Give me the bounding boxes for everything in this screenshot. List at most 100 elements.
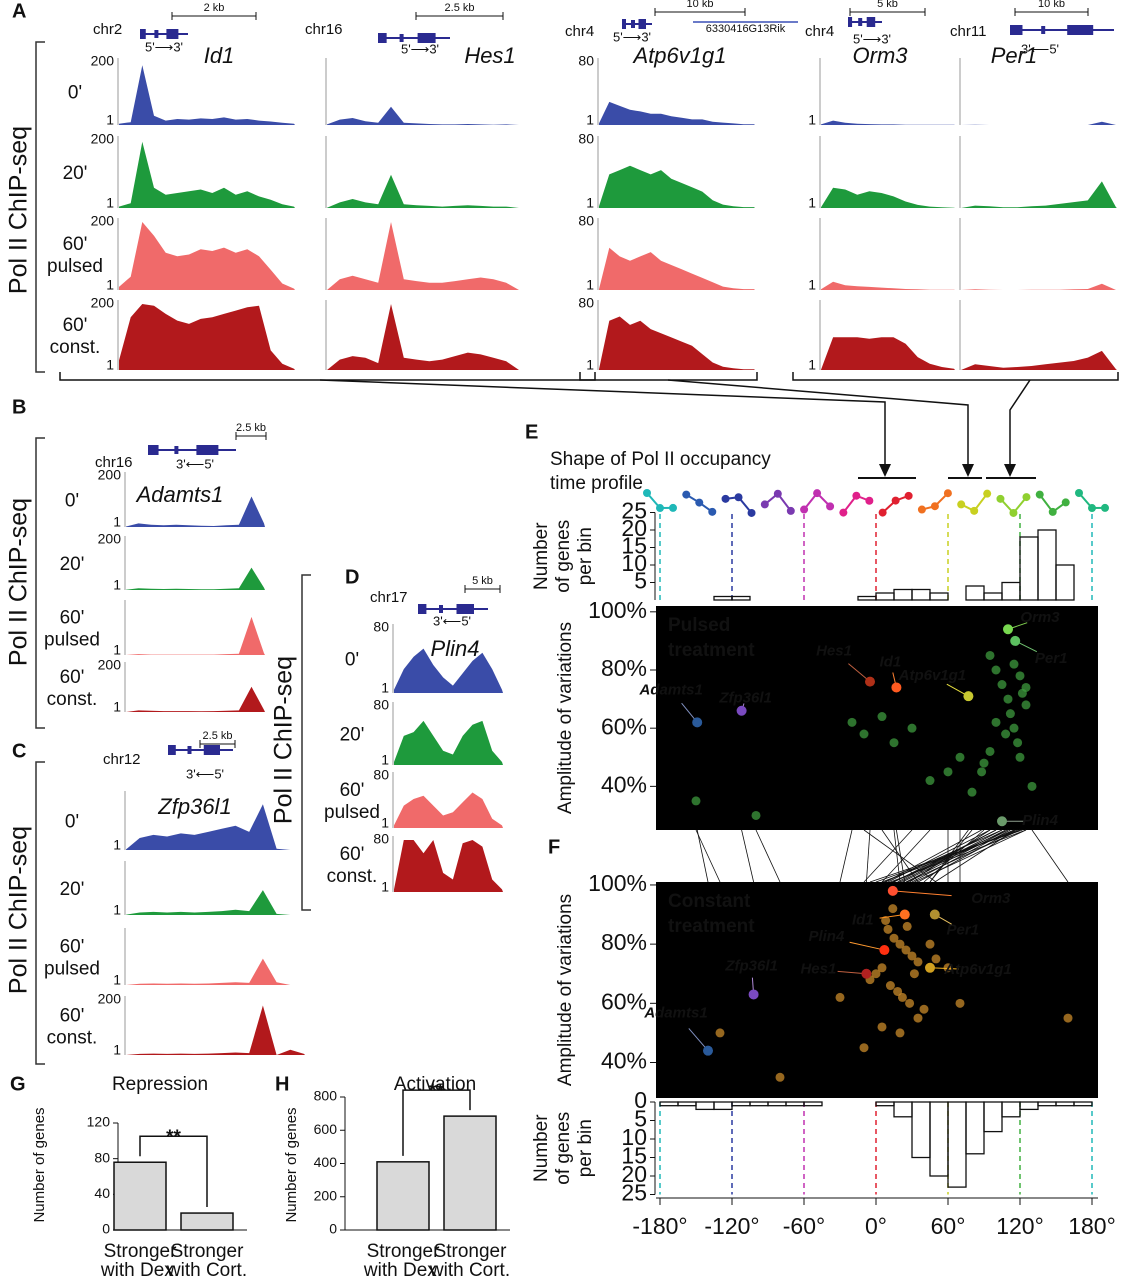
track-max: 80 (578, 213, 594, 229)
point-label: Id1 (880, 653, 902, 670)
histogram-bar (785, 1101, 805, 1107)
signal-track (119, 141, 295, 208)
track-max: 80 (373, 619, 389, 635)
histogram-bar (875, 1101, 895, 1107)
chromosome: chr16 (95, 454, 133, 471)
track-max: 200 (91, 131, 115, 147)
gene-name: Hes1 (464, 43, 515, 68)
y-tick-label: 20 (621, 1161, 647, 1187)
point (736, 705, 747, 716)
point (1003, 694, 1013, 704)
track-min: 1 (106, 357, 114, 373)
profile-dot (1061, 498, 1070, 507)
exon (638, 19, 646, 29)
pair-link (1031, 829, 1069, 883)
x-tick-label: Stronger (171, 1241, 245, 1262)
profile-dot (839, 508, 848, 517)
x-tick-label: with Cort. (166, 1260, 247, 1280)
track-min: 1 (106, 195, 114, 211)
signal-track (821, 120, 955, 125)
y-axis-label: Number of genes (31, 1107, 48, 1222)
signal-track (126, 616, 265, 655)
pair-link (881, 829, 931, 883)
bracket-a1 (59, 372, 596, 381)
signal-track (599, 316, 755, 370)
track-min: 1 (808, 195, 816, 211)
profile-dot (1101, 503, 1109, 512)
point-label: Zfp36l1 (718, 690, 772, 707)
point (877, 963, 887, 973)
gene-name: Id1 (204, 43, 235, 68)
y-axis-label: Number (531, 522, 552, 590)
profile-dot (1035, 490, 1044, 499)
gene-name: Adamts1 (135, 482, 224, 507)
histogram-bar (911, 1101, 931, 1159)
arrowhead (879, 464, 891, 477)
profile-dot (721, 494, 730, 503)
track-max: 80 (373, 697, 389, 713)
profile-dot (1022, 493, 1031, 502)
panel-title: Pulsed (668, 615, 730, 636)
track-min: 1 (113, 577, 121, 593)
point (1009, 659, 1019, 669)
bar (376, 1161, 430, 1231)
chromosome: chr17 (370, 589, 408, 606)
time-label: const. (47, 1028, 98, 1049)
histogram-bar (767, 1101, 787, 1107)
strand: 3'⟵5' (176, 456, 214, 471)
point (889, 738, 899, 748)
profile-dot (734, 493, 743, 502)
track-max: 200 (98, 531, 122, 547)
y-tick-label: 80% (601, 655, 647, 681)
signal-track (327, 304, 520, 370)
significance-bracket (139, 1135, 208, 1208)
scale-bar (199, 740, 236, 748)
point (895, 939, 905, 949)
y-tick-label: 40% (601, 771, 647, 797)
point-label: Orm3 (1020, 609, 1060, 626)
time-label: const. (327, 866, 378, 887)
y-axis-label: Amplitude of variations (555, 622, 576, 814)
histogram-bar (1001, 581, 1021, 601)
y-tick-label: 25 (621, 498, 647, 524)
track-max: 80 (578, 53, 594, 69)
point-label: Adamts1 (639, 681, 703, 698)
histogram-bar (677, 1101, 697, 1107)
signal-track (394, 840, 503, 892)
point (887, 885, 898, 896)
profile-dot (1075, 489, 1083, 497)
other-gene: 6330416G13Rik (706, 23, 786, 35)
significance-bracket (402, 1089, 471, 1156)
profile-dot (904, 491, 913, 500)
histogram-bar (695, 1101, 715, 1111)
histogram-bar (713, 1101, 733, 1111)
profile-dot (656, 504, 664, 513)
point (919, 1004, 929, 1014)
chromosome: chr4 (565, 23, 594, 40)
time-label: 20' (63, 163, 88, 184)
strand: 3'⟵5' (433, 613, 471, 628)
exon (166, 29, 179, 39)
track-min: 1 (381, 879, 389, 895)
point-label: Zfp36l1 (724, 957, 778, 974)
signal-track (119, 304, 295, 370)
pair-link (893, 829, 901, 883)
plot-area (656, 882, 1098, 1098)
point (1021, 682, 1031, 692)
scale-bar (464, 585, 501, 593)
profile-dot (708, 507, 717, 516)
scale-label: 2.5 kb (203, 730, 233, 742)
histogram-bar (893, 1101, 913, 1118)
point (881, 915, 891, 925)
track-max: 80 (578, 295, 594, 311)
scale-bar (171, 12, 257, 20)
panel-label: B (12, 396, 26, 418)
track-min: 1 (808, 357, 816, 373)
scale-bar (1014, 8, 1089, 16)
exon (378, 33, 387, 43)
point (895, 1028, 905, 1038)
point (715, 1028, 725, 1038)
point (963, 691, 974, 702)
point (929, 909, 940, 920)
